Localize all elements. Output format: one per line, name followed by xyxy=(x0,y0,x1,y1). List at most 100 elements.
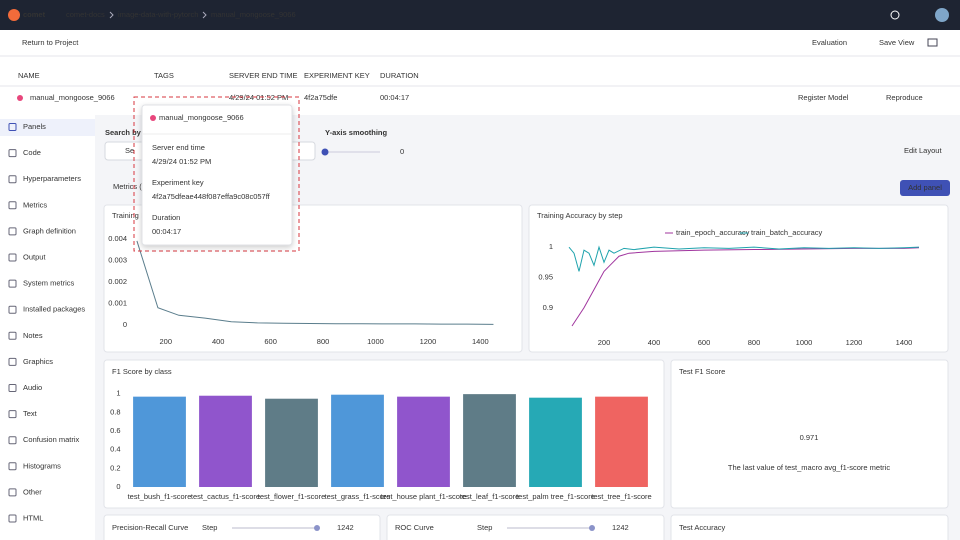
panel-title: Test Accuracy xyxy=(679,523,726,532)
sidebar-item[interactable]: Other xyxy=(23,487,42,496)
sidebar-item[interactable]: Metrics xyxy=(23,200,47,209)
sidebar-item[interactable]: System metrics xyxy=(23,279,75,288)
column-header: SERVER END TIME xyxy=(229,71,298,80)
x-tick-label: 600 xyxy=(698,338,711,347)
sidebar-item[interactable]: Graph definition xyxy=(23,226,76,235)
y-tick-label: 0.95 xyxy=(538,272,553,281)
experiment-name[interactable]: manual_mongoose_9066 xyxy=(30,93,115,102)
popup-value: 4f2a75dfeae448f087effa9c08c057ff xyxy=(152,192,271,201)
popup xyxy=(142,105,292,245)
popup-label: Experiment key xyxy=(152,178,204,187)
experiment-key[interactable]: 4f2a75dfe xyxy=(304,93,337,102)
step-label: Step xyxy=(202,523,217,532)
legend-label: train_batch_accuracy xyxy=(751,228,823,237)
x-tick-label: 800 xyxy=(317,337,330,346)
popup-label: Duration xyxy=(152,213,180,222)
x-tick-label: 800 xyxy=(748,338,761,347)
bar xyxy=(463,394,516,487)
x-tick-label: test_tree_f1-score xyxy=(591,492,651,501)
x-tick-label: 1000 xyxy=(796,338,813,347)
x-tick-label: 1400 xyxy=(472,337,489,346)
breadcrumb[interactable]: manual_mongoose_9066 xyxy=(211,10,296,19)
y-tick-label: 0.4 xyxy=(110,445,120,454)
panel-title: Training L xyxy=(112,211,145,220)
smoothing-value: 0 xyxy=(400,147,404,156)
status-dot xyxy=(17,95,23,101)
popup-value: 00:04:17 xyxy=(152,227,181,236)
register-model[interactable]: Register Model xyxy=(798,93,849,102)
avatar[interactable] xyxy=(935,8,949,22)
x-tick-label: 200 xyxy=(160,337,173,346)
column-header: EXPERIMENT KEY xyxy=(304,71,370,80)
step-value: 1242 xyxy=(337,523,354,532)
sidebar-item[interactable]: Notes xyxy=(23,331,43,340)
step-knob[interactable] xyxy=(589,525,595,531)
sidebar-item[interactable]: Output xyxy=(23,252,46,261)
y-tick-label: 0.004 xyxy=(108,234,127,243)
column-header: TAGS xyxy=(154,71,174,80)
back-link[interactable]: Return to Project xyxy=(22,38,79,47)
logo: comet xyxy=(23,10,46,19)
search-placeholder[interactable]: Se xyxy=(125,146,134,155)
popup-label: Server end time xyxy=(152,143,205,152)
section-title: Metrics ( xyxy=(113,182,142,191)
server-end-time: 4/29/24 01:52 PM xyxy=(229,93,288,102)
bar xyxy=(265,399,318,487)
panel-title: Precision-Recall Curve xyxy=(112,523,188,532)
sidebar-item[interactable]: Installed packages xyxy=(23,305,85,314)
x-tick-label: test_house plant_f1-score xyxy=(380,492,466,501)
x-tick-label: 1400 xyxy=(896,338,913,347)
y-tick-label: 0.8 xyxy=(110,407,120,416)
sidebar-item[interactable]: HTML xyxy=(23,513,43,522)
bar xyxy=(331,395,384,487)
edit-layout[interactable]: Edit Layout xyxy=(904,146,942,155)
sidebar-item[interactable]: Panels xyxy=(23,122,46,131)
sidebar-item[interactable]: Hyperparameters xyxy=(23,174,81,183)
bar xyxy=(199,396,252,487)
status-dot xyxy=(150,115,156,121)
x-tick-label: 1200 xyxy=(420,337,437,346)
y-tick-label: 0.003 xyxy=(108,255,127,264)
step-value: 1242 xyxy=(612,523,629,532)
add-panel[interactable]: Add panel xyxy=(908,183,942,192)
bar xyxy=(529,398,582,487)
x-tick-label: test_palm tree_f1-score xyxy=(516,492,595,501)
x-tick-label: 200 xyxy=(598,338,611,347)
sidebar-item[interactable]: Code xyxy=(23,148,41,157)
sidebar-item[interactable]: Graphics xyxy=(23,357,53,366)
breadcrumb[interactable]: comet-docs xyxy=(66,10,105,19)
y-tick-label: 0.2 xyxy=(110,463,120,472)
sidebar-item[interactable]: Text xyxy=(23,409,38,418)
step-label: Step xyxy=(477,523,492,532)
duration: 00:04:17 xyxy=(380,93,409,102)
popup-name: manual_mongoose_9066 xyxy=(159,113,244,122)
slider-knob[interactable] xyxy=(322,149,329,156)
sidebar-item[interactable]: Confusion matrix xyxy=(23,435,80,444)
panel-title: Training Accuracy by step xyxy=(537,211,623,220)
breadcrumb[interactable]: image-data-with-pytorch xyxy=(118,10,198,19)
y-tick-label: 1 xyxy=(116,389,120,398)
metric-value: 0.971 xyxy=(800,433,819,442)
x-tick-label: 400 xyxy=(648,338,661,347)
save-view[interactable]: Save View xyxy=(879,38,915,47)
y-tick-label: 0.001 xyxy=(108,298,127,307)
sidebar-item[interactable]: Histograms xyxy=(23,461,61,470)
reproduce[interactable]: Reproduce xyxy=(886,93,923,102)
x-tick-label: 600 xyxy=(264,337,277,346)
view-select[interactable]: Evaluation xyxy=(812,38,847,47)
x-tick-label: test_leaf_f1-score xyxy=(460,492,520,501)
sidebar-item[interactable]: Audio xyxy=(23,383,42,392)
bar xyxy=(133,397,186,487)
step-knob[interactable] xyxy=(314,525,320,531)
logo-icon xyxy=(8,9,20,21)
y-tick-label: 0.002 xyxy=(108,277,127,286)
column-header: DURATION xyxy=(380,71,419,80)
y-tick-label: 0.9 xyxy=(543,303,553,312)
x-tick-label: test_flower_f1-score xyxy=(258,492,326,501)
x-tick-label: 400 xyxy=(212,337,225,346)
y-tick-label: 0 xyxy=(123,320,127,329)
bar xyxy=(397,397,450,487)
x-tick-label: 1200 xyxy=(846,338,863,347)
x-tick-label: test_cactus_f1-score xyxy=(191,492,260,501)
